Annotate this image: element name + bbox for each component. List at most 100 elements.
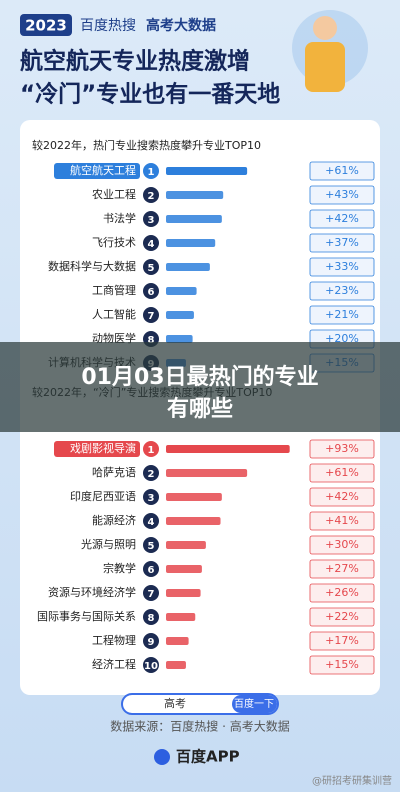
badge: [20, 14, 72, 36]
source: 数据来源：百度热搜 · 高考大数据: [110, 719, 289, 734]
rank-badge: [143, 561, 159, 577]
bar: [166, 613, 196, 621]
rank-label: 7: [148, 311, 155, 322]
value-box: [309, 281, 375, 301]
rank-badge: [143, 609, 159, 625]
rank-badge: [143, 163, 159, 179]
value-box: [309, 161, 375, 181]
value-label: +21%: [325, 308, 359, 321]
value-label: +61%: [325, 164, 359, 177]
value-box: [309, 209, 375, 229]
rank-label: 8: [148, 613, 155, 624]
rank-badge: [143, 187, 159, 203]
value-box: [309, 233, 375, 253]
brand: 百度热搜: [80, 18, 136, 34]
overlay-title: 01月03日最热门的专业: [81, 364, 318, 390]
value-label: +30%: [325, 538, 359, 551]
rank-label: 7: [148, 589, 155, 600]
bar: [166, 565, 202, 573]
badge-text: 2023: [25, 17, 67, 35]
value-label: +37%: [325, 236, 359, 249]
rank-badge: [143, 235, 159, 251]
search-button[interactable]: [232, 695, 277, 713]
rank-badge: [143, 585, 159, 601]
value-label: +33%: [325, 260, 359, 273]
rank-badge: [143, 283, 159, 299]
rank-label: 5: [148, 263, 155, 274]
value-label: +43%: [325, 188, 359, 201]
category-label: 能源经济: [92, 513, 136, 527]
value-box: [309, 511, 375, 531]
value-box: [309, 655, 375, 675]
category-label: 工商管理: [92, 283, 136, 297]
category-label: 哈萨克语: [92, 466, 136, 479]
rank-label: 2: [148, 469, 155, 480]
rank-label: 6: [148, 565, 155, 576]
category-label: 人工智能: [92, 307, 136, 321]
bar: [166, 445, 290, 453]
bar: [166, 517, 221, 525]
value-label: +26%: [325, 586, 359, 599]
rank-badge: [143, 307, 159, 323]
bar: [166, 167, 248, 175]
tag: 高考大数据: [146, 17, 216, 34]
rank-badge: [143, 259, 159, 275]
value-label: +22%: [325, 610, 359, 623]
rank-label: 3: [148, 215, 155, 226]
rank-label: 4: [148, 239, 155, 250]
app-name: 百度APP: [176, 748, 240, 766]
rank-label: 1: [148, 167, 155, 178]
value-box: [309, 631, 375, 651]
illustration: [305, 42, 345, 92]
category-label: 戏剧影视导演: [70, 441, 136, 455]
bar: [166, 287, 197, 295]
headline: “冷门”专业也有一番天地: [20, 81, 280, 108]
rank-badge: [143, 211, 159, 227]
value-label: +61%: [325, 466, 359, 479]
rank-badge: [143, 657, 159, 673]
value-box: [309, 439, 375, 459]
category-label: 工程物理: [92, 633, 136, 647]
bar: [166, 541, 206, 549]
rank-label: 6: [148, 287, 155, 298]
chart-subtitle: 较2022年，热门专业搜索热度攀升专业TOP10: [32, 138, 261, 152]
rank-badge: [143, 489, 159, 505]
watermark: @研招考研集训营: [312, 774, 392, 787]
category-label: 书法学: [103, 211, 136, 225]
value-box: [309, 535, 375, 555]
value-label: +93%: [325, 442, 359, 455]
value-label: +27%: [325, 562, 359, 575]
rank-label: 3: [148, 493, 155, 504]
bar: [166, 637, 189, 645]
category-label: 经济工程: [92, 657, 136, 671]
category-label: 光源与照明: [81, 537, 136, 551]
rank-label: 1: [148, 445, 155, 456]
value-label: +23%: [325, 284, 359, 297]
value-box: [309, 305, 375, 325]
category-label: 动物医学: [92, 331, 136, 345]
rank-badge: [143, 537, 159, 553]
illustration: [313, 16, 337, 40]
bar: [166, 589, 201, 597]
bar: [166, 661, 186, 669]
value-box: [309, 559, 375, 579]
category-label: 数据科学与大数据: [48, 259, 136, 273]
value-label: +42%: [325, 212, 359, 225]
rank-badge: [143, 633, 159, 649]
value-box: [309, 185, 375, 205]
category-label: 印度尼西亚语: [70, 489, 136, 503]
rank-badge: [143, 513, 159, 529]
bar: [166, 215, 222, 223]
value-box: [309, 487, 375, 507]
category-label: 农业工程: [92, 187, 136, 201]
highlight: [54, 163, 140, 179]
rank-label: 4: [148, 517, 155, 528]
bar: [166, 493, 222, 501]
value-box: [309, 257, 375, 277]
bar: [166, 335, 193, 343]
rank-label: 9: [148, 637, 155, 648]
category-label: 飞行技术: [92, 236, 136, 249]
headline: 航空航天专业热度激增: [20, 48, 250, 75]
category-label: 宗教学: [103, 561, 136, 575]
